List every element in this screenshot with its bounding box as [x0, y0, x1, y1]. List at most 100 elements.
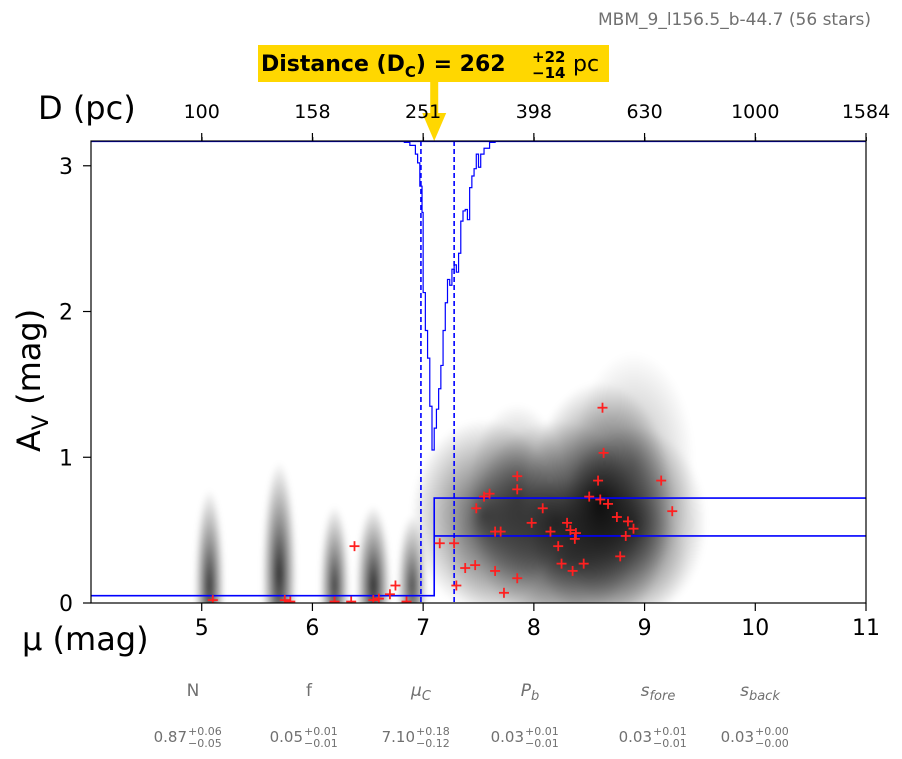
param-value: 0.87	[154, 728, 187, 746]
x-tick-label: 6	[305, 616, 319, 641]
star-marker	[512, 573, 523, 584]
star-marker	[593, 475, 604, 486]
x-tick-label: 10	[741, 616, 769, 641]
star-marker	[285, 596, 296, 603]
star-marker	[597, 402, 608, 413]
top-tick-label: 251	[405, 101, 441, 123]
param-name: μC	[410, 681, 432, 704]
chart-title: MBM_9_l156.5_b-44.7 (56 stars)	[598, 10, 871, 30]
star-marker	[537, 503, 548, 514]
star-marker	[495, 526, 506, 537]
star-marker	[656, 475, 667, 486]
y-axis-label-unit: (mag)	[10, 309, 48, 415]
param-2: μC 7.10 +0.18−0.12	[382, 681, 450, 750]
top-tick-label: 158	[294, 101, 330, 123]
param-plus: +0.01	[653, 725, 687, 738]
star-marker	[384, 589, 395, 600]
fit-upper-line	[91, 497, 866, 597]
star-marker	[570, 528, 581, 539]
density-blob	[262, 461, 297, 603]
y-tick-label: 0	[59, 592, 73, 617]
star-marker	[401, 596, 412, 603]
star-marker	[628, 523, 639, 534]
param-name: Pb	[521, 681, 540, 704]
star-marker	[567, 565, 578, 576]
param-value: 0.03	[491, 728, 524, 746]
star-marker	[598, 447, 609, 458]
star-marker	[434, 538, 445, 549]
distance-label: Distance (D	[261, 52, 405, 77]
star-marker	[578, 558, 589, 569]
y-tick-label: 1	[59, 446, 73, 471]
x-tick-label: 5	[195, 616, 209, 641]
param-minus: −0.01	[653, 737, 687, 750]
top-tick-label: 100	[184, 101, 220, 123]
y-tick-label: 2	[59, 301, 73, 326]
x-tick-label: 8	[527, 616, 541, 641]
star-marker	[569, 533, 580, 544]
star-marker	[545, 526, 556, 537]
arrow-shaft	[430, 82, 439, 114]
distance-annotation: Distance (DC) = 262	[261, 52, 506, 81]
star-marker	[512, 471, 523, 482]
density-blob	[572, 352, 695, 577]
param-value: 0.05	[270, 728, 303, 746]
star-marker	[207, 595, 218, 603]
param-3: Pb 0.03 +0.01−0.01	[491, 681, 559, 750]
param-name: N	[187, 681, 200, 701]
star-marker	[565, 525, 576, 536]
param-4: sfore 0.03 +0.01−0.01	[619, 681, 687, 750]
param-name: sfore	[641, 681, 676, 704]
top-tick-label: 1000	[731, 101, 779, 123]
star-marker	[349, 541, 360, 552]
top-tick-label: 630	[626, 101, 662, 123]
star-marker	[368, 595, 379, 603]
distance-minus: −14	[532, 64, 565, 82]
star-marker	[451, 580, 462, 591]
arrow-head	[422, 113, 447, 141]
param-value: 0.03	[619, 728, 652, 746]
star-marker	[595, 494, 606, 505]
posterior-curve	[397, 141, 496, 451]
param-plus: +0.06	[188, 725, 222, 738]
star-marker	[346, 596, 357, 603]
x-tick-label: 7	[416, 616, 430, 641]
param-minus: −0.05	[188, 737, 222, 750]
axes: 5 6 7 8 9 10 11 0 1 2 3 100 158 251 398 630 1000 1584	[59, 101, 890, 641]
y-axis-label-sub: V	[29, 415, 54, 430]
param-plus: +0.01	[525, 725, 559, 738]
param-name: f	[306, 681, 313, 701]
distance-label-sub: C	[405, 63, 416, 81]
star-marker	[553, 541, 564, 552]
distance-unit: pc	[573, 52, 599, 77]
param-minus: −0.01	[525, 737, 559, 750]
top-tick-label: 398	[516, 101, 552, 123]
star-marker	[329, 596, 340, 603]
star-marker	[584, 491, 595, 502]
x-tick-label: 9	[638, 616, 652, 641]
star-marker	[603, 498, 614, 509]
density-blob-group	[194, 352, 707, 603]
density-blob	[356, 505, 391, 603]
density-blob	[194, 489, 225, 603]
distance-value: ) = 262	[416, 52, 506, 77]
star-marker	[620, 530, 631, 541]
star-marker	[611, 512, 622, 523]
param-name: sback	[740, 681, 780, 704]
star-marker	[526, 517, 537, 528]
param-value: 7.10	[382, 728, 415, 746]
star-marker	[562, 517, 573, 528]
param-value: 0.03	[721, 728, 754, 746]
param-1: f 0.05 +0.01−0.01	[270, 681, 338, 750]
star-marker	[498, 587, 509, 598]
star-marker	[390, 580, 401, 591]
star-marker	[490, 565, 501, 576]
star-marker	[449, 538, 460, 549]
y-tick-label: 3	[59, 155, 73, 180]
star-marker	[479, 491, 490, 502]
x-tick-label: 11	[852, 616, 880, 641]
star-marker	[279, 595, 290, 603]
param-minus: −0.12	[416, 737, 450, 750]
